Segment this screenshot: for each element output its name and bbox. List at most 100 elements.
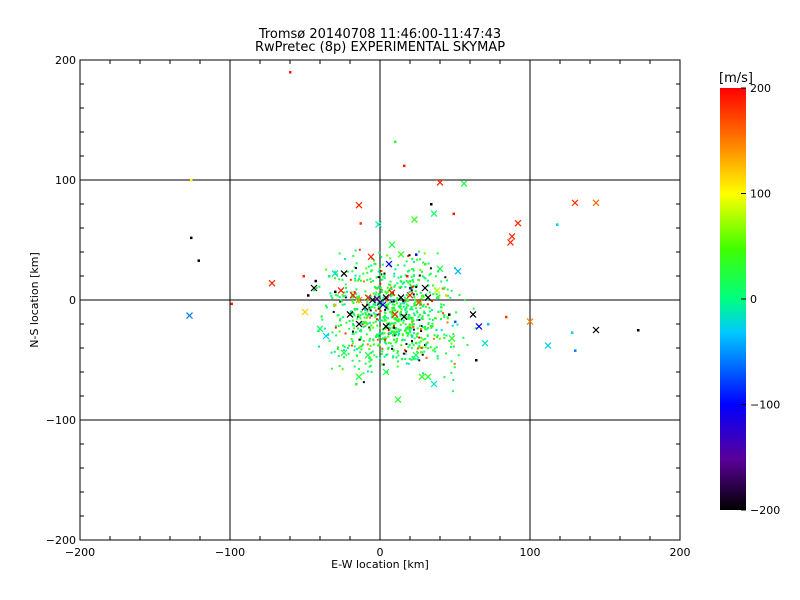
cluster-point — [392, 309, 395, 312]
cross-marker — [340, 349, 348, 357]
cluster-point — [332, 310, 335, 313]
cluster-point — [372, 326, 375, 329]
cluster-point — [365, 303, 368, 306]
cluster-point — [365, 333, 368, 336]
cluster-point — [390, 330, 393, 333]
cluster-point — [443, 333, 446, 336]
dot-marker — [454, 320, 457, 324]
cluster-point — [389, 342, 392, 345]
cluster-point — [339, 299, 342, 302]
cluster-point — [374, 309, 377, 312]
cluster-point — [344, 296, 347, 299]
cluster-point — [364, 309, 367, 312]
cluster-point — [393, 326, 396, 329]
cluster-point — [353, 349, 356, 352]
cluster-point — [392, 348, 395, 351]
cluster-point — [436, 252, 439, 255]
cluster-point — [373, 306, 376, 309]
cluster-point — [348, 320, 351, 323]
cluster-point — [383, 272, 386, 275]
cross-marker — [361, 303, 369, 311]
x-tick-label: 200 — [670, 546, 691, 559]
cluster-point — [406, 325, 409, 328]
cluster-point — [418, 336, 421, 339]
cluster-point — [380, 337, 383, 340]
cluster-point — [360, 279, 363, 282]
cluster-point — [381, 300, 384, 303]
cluster-point — [413, 304, 416, 307]
cluster-point — [360, 336, 363, 339]
cluster-point — [346, 347, 349, 350]
cluster-point — [397, 334, 400, 337]
cluster-point — [320, 315, 323, 318]
cluster-point — [405, 260, 408, 263]
cluster-point — [414, 298, 417, 301]
cluster-point — [358, 277, 361, 280]
cluster-point — [443, 286, 446, 289]
cluster-point — [424, 328, 427, 331]
cluster-point — [423, 310, 426, 313]
cluster-point — [360, 344, 363, 347]
cluster-point — [377, 270, 380, 273]
cluster-point — [387, 289, 390, 292]
cluster-point — [411, 324, 414, 327]
cluster-point — [379, 282, 382, 285]
cluster-point — [407, 313, 410, 316]
cluster-point — [313, 289, 316, 292]
cluster-point — [344, 332, 347, 335]
cluster-point — [415, 284, 418, 287]
cluster-point — [323, 327, 326, 330]
cluster-point — [445, 352, 448, 355]
cluster-point — [432, 349, 435, 352]
cluster-point — [405, 327, 408, 330]
cluster-point — [373, 354, 376, 357]
cluster-point — [420, 330, 423, 333]
cluster-point — [380, 290, 383, 293]
cluster-point — [383, 355, 386, 358]
cluster-point — [376, 324, 379, 327]
cluster-point — [410, 289, 413, 292]
dot-marker — [334, 303, 337, 307]
cluster-point — [377, 302, 380, 305]
cross-marker — [433, 286, 441, 294]
cluster-point — [386, 353, 389, 356]
cluster-point — [404, 307, 407, 310]
cluster-point — [383, 316, 386, 319]
cluster-point — [386, 295, 389, 298]
cluster-point — [381, 350, 384, 353]
cluster-point — [366, 271, 369, 274]
colorbar-tick-label: 0 — [750, 293, 757, 306]
cluster-point — [362, 320, 365, 323]
cluster-point — [450, 345, 453, 348]
cluster-point — [354, 279, 357, 282]
cluster-point — [407, 317, 410, 320]
cluster-point — [427, 262, 430, 265]
cluster-point — [393, 318, 396, 321]
cluster-point — [342, 349, 345, 352]
cluster-point — [391, 326, 394, 329]
cluster-point — [404, 353, 407, 356]
cluster-point — [379, 319, 382, 322]
cluster-point — [354, 308, 357, 311]
cluster-point — [399, 323, 402, 326]
cluster-point — [402, 352, 405, 355]
cluster-point — [429, 267, 432, 270]
cluster-point — [417, 315, 420, 318]
cluster-point — [424, 293, 427, 296]
cross-marker — [571, 199, 579, 207]
cluster-point — [338, 330, 341, 333]
cluster-point — [446, 279, 449, 282]
cluster-point — [387, 346, 390, 349]
cross-marker — [364, 351, 372, 359]
cross-marker — [340, 270, 348, 278]
cross-marker — [346, 310, 354, 318]
cluster-point — [413, 314, 416, 317]
cluster-point — [351, 359, 354, 362]
cluster-point — [369, 313, 372, 316]
cross-marker — [397, 250, 405, 258]
cluster-point — [364, 362, 367, 365]
cluster-point — [334, 326, 337, 329]
cluster-point — [356, 327, 359, 330]
cluster-point — [359, 328, 362, 331]
cluster-point — [409, 331, 412, 334]
